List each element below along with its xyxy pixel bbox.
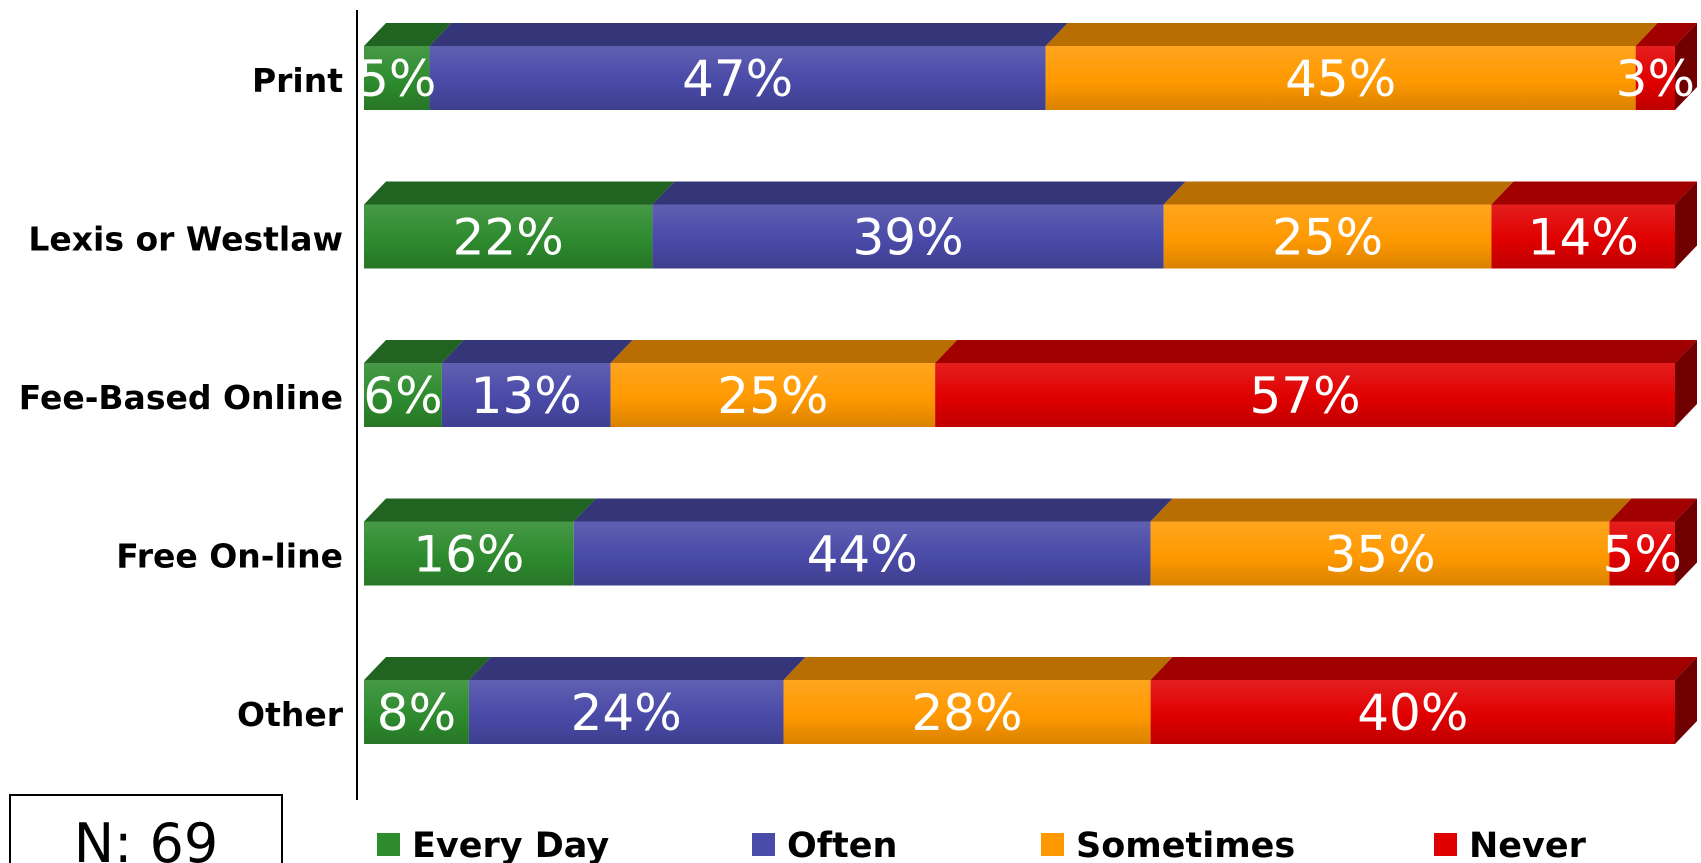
bar-fee-based-online-often: [441, 363, 611, 427]
category-label-other: Other: [237, 695, 344, 734]
value-label-fee-based-online-sometimes: 25%: [717, 367, 828, 425]
bar-lexis-or-westlaw-never: [1491, 204, 1675, 269]
bar-lexis-or-westlaw-often: [652, 204, 1164, 269]
legend-label-every-day: Every Day: [412, 826, 609, 863]
value-label-other-often: 24%: [571, 684, 682, 742]
category-label-fee-based-online: Fee-Based Online: [19, 378, 343, 417]
bar-top-print-every-day: [364, 23, 452, 46]
bars-group: 5% 47% 45% 3% 22% 39% 25% 14% 6% 13% 25% 57% 16% 44% 3…: [357, 23, 1697, 744]
bar-top-free-on-line-often: [573, 498, 1173, 522]
bar-top-fee-based-online-sometimes: [610, 340, 958, 363]
bar-fee-based-online-every-day: [364, 363, 442, 427]
bar-print-often: [429, 46, 1046, 110]
bar-free-on-line-sometimes: [1150, 521, 1610, 586]
bar-top-lexis-or-westlaw-often: [652, 181, 1186, 205]
value-label-lexis-or-westlaw-never: 14%: [1528, 209, 1639, 267]
bar-top-fee-based-online-never: [935, 340, 1697, 363]
bar-top-other-every-day: [364, 657, 491, 680]
bar-lexis-or-westlaw-sometimes: [1163, 204, 1492, 269]
bar-top-lexis-or-westlaw-every-day: [364, 181, 675, 205]
bar-free-on-line-every-day: [364, 521, 574, 586]
value-label-free-on-line-never: 5%: [1603, 526, 1682, 584]
bar-side-free-on-line: [1675, 498, 1697, 586]
legend-label-sometimes: Sometimes: [1076, 826, 1295, 863]
sample-size-label: N: 69: [74, 812, 218, 863]
value-label-lexis-or-westlaw-every-day: 22%: [453, 209, 564, 267]
value-label-fee-based-online-often: 13%: [471, 367, 582, 425]
bar-top-fee-based-online-often: [441, 340, 633, 363]
bar-top-print-sometimes: [1045, 23, 1658, 46]
value-label-free-on-line-every-day: 16%: [413, 526, 524, 584]
bar-top-free-on-line-sometimes: [1150, 498, 1632, 522]
bar-top-free-on-line-never: [1609, 498, 1697, 522]
bar-top-other-often: [468, 657, 806, 680]
bar-other-sometimes: [783, 680, 1151, 744]
value-label-print-sometimes: 45%: [1285, 50, 1396, 108]
bar-top-lexis-or-westlaw-sometimes: [1163, 181, 1514, 205]
bar-print-sometimes: [1045, 46, 1636, 110]
bar-side-other: [1675, 657, 1697, 744]
bar-free-on-line-never: [1609, 521, 1675, 586]
bar-side-fee-based-online: [1675, 340, 1697, 427]
value-label-print-often: 47%: [682, 50, 793, 108]
bar-fee-based-online-never: [935, 363, 1675, 427]
bar-side-print: [1675, 23, 1697, 110]
bar-free-on-line-often: [573, 521, 1151, 586]
value-label-lexis-or-westlaw-sometimes: 25%: [1272, 209, 1383, 267]
bar-top-other-sometimes: [783, 657, 1173, 680]
value-label-print-every-day: 5%: [357, 50, 436, 108]
legend-swatch-often: [752, 833, 775, 856]
value-label-print-never: 3%: [1616, 50, 1695, 108]
value-label-lexis-or-westlaw-often: 39%: [852, 209, 963, 267]
sample-size-box: N: 69: [9, 794, 283, 863]
sample-size-frame: [9, 794, 283, 863]
legend-swatch-every-day: [377, 833, 400, 856]
legend-label-never: Never: [1469, 826, 1587, 863]
value-label-fee-based-online-every-day: 6%: [363, 367, 442, 425]
bar-top-print-often: [429, 23, 1068, 46]
legend-label-often: Often: [787, 826, 897, 863]
category-label-free-on-line: Free On-line: [116, 537, 343, 576]
bar-top-free-on-line-every-day: [364, 498, 596, 522]
bar-top-print-never: [1635, 23, 1697, 46]
bar-top-lexis-or-westlaw-never: [1491, 181, 1697, 205]
legend-swatch-sometimes: [1041, 833, 1064, 856]
value-label-free-on-line-often: 44%: [807, 526, 918, 584]
bar-other-every-day: [364, 680, 469, 744]
value-label-other-sometimes: 28%: [911, 684, 1022, 742]
bar-other-often: [468, 680, 784, 744]
bar-side-lexis-or-westlaw: [1675, 181, 1697, 269]
bar-top-other-never: [1150, 657, 1697, 680]
legend: Every Day Often Sometimes Never: [377, 826, 1587, 863]
bar-print-every-day: [364, 46, 430, 110]
value-label-free-on-line-sometimes: 35%: [1324, 526, 1435, 584]
category-label-lexis-or-westlaw: Lexis or Westlaw: [28, 220, 343, 259]
bar-top-fee-based-online-every-day: [364, 340, 464, 363]
value-label-other-never: 40%: [1357, 684, 1468, 742]
category-label-print: Print: [252, 61, 343, 100]
bar-print-never: [1635, 46, 1675, 110]
value-label-fee-based-online-never: 57%: [1249, 367, 1360, 425]
legend-swatch-never: [1434, 833, 1457, 856]
bar-fee-based-online-sometimes: [610, 363, 936, 427]
bar-lexis-or-westlaw-every-day: [364, 204, 653, 269]
bar-other-never: [1150, 680, 1675, 744]
value-label-other-every-day: 8%: [377, 684, 456, 742]
category-labels: Print Lexis or Westlaw Fee-Based Online Fre…: [19, 61, 344, 734]
